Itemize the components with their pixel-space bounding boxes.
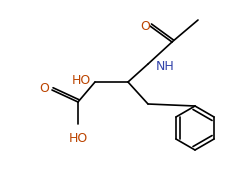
Text: NH: NH bbox=[156, 60, 174, 73]
Text: HO: HO bbox=[68, 132, 87, 145]
Text: HO: HO bbox=[72, 73, 91, 87]
Text: O: O bbox=[39, 82, 49, 95]
Text: O: O bbox=[140, 19, 149, 33]
